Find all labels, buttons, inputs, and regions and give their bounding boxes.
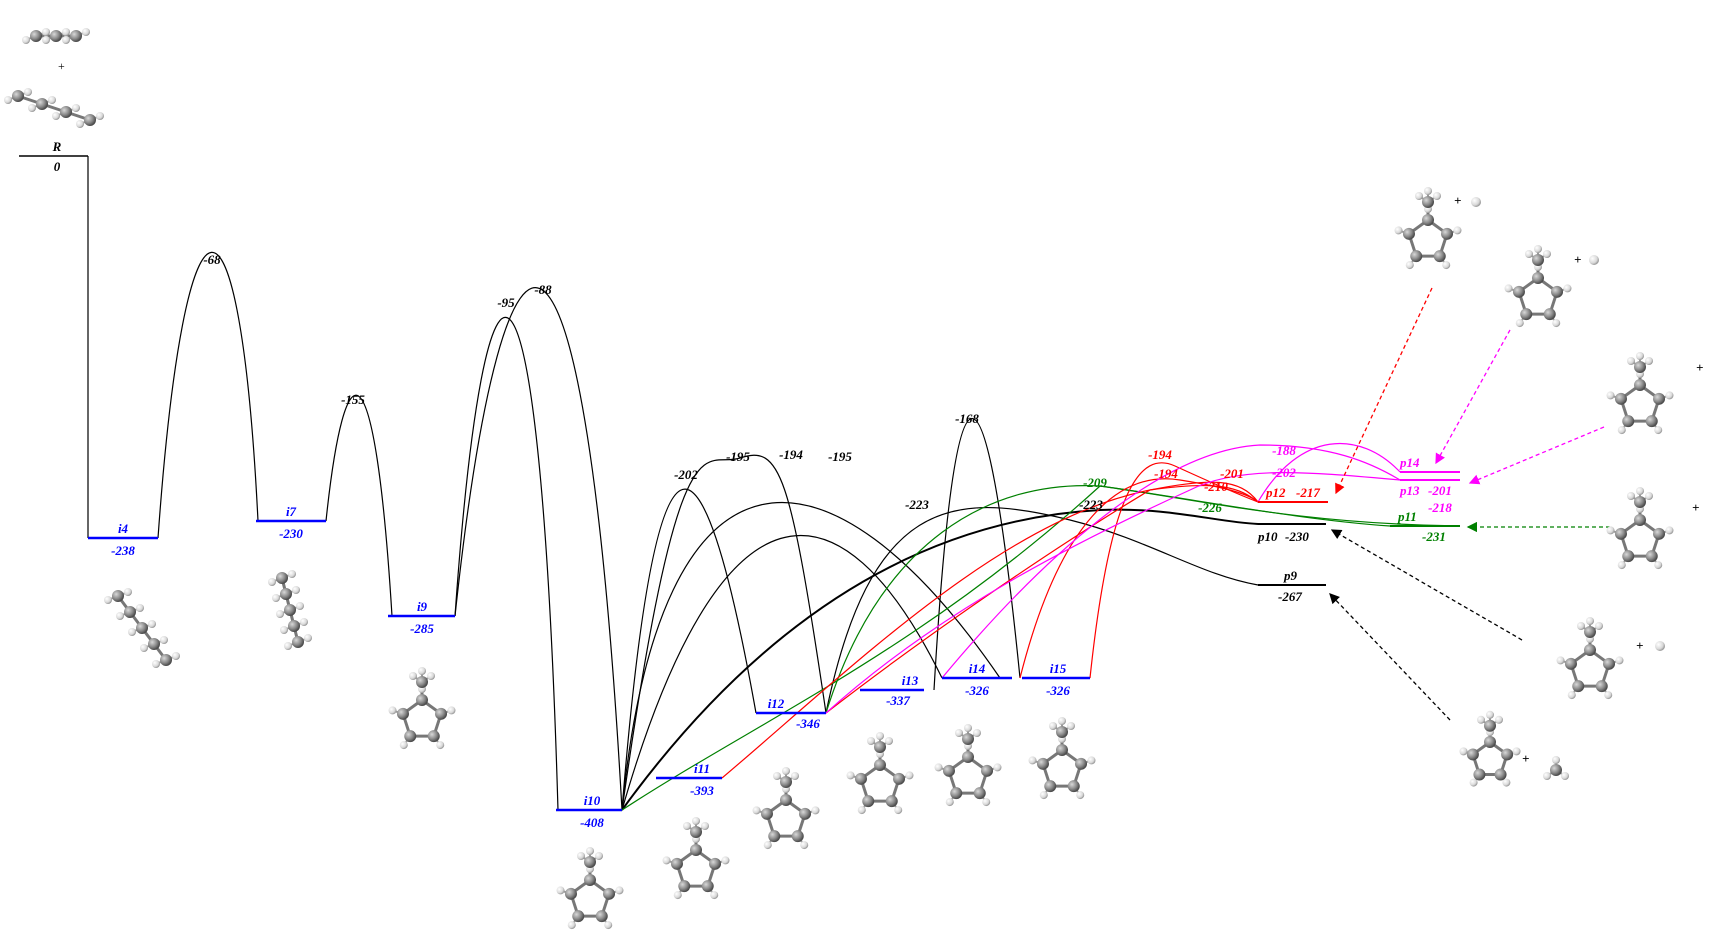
ts-label: -194 <box>779 447 803 462</box>
ts-label: -195 <box>828 449 852 464</box>
plus-sign: + <box>1522 751 1529 766</box>
reactant-level: R 0 <box>19 139 89 538</box>
molecule-i10 <box>556 847 624 930</box>
level-i15-energy: -326 <box>1046 683 1070 698</box>
magenta-pathways <box>825 443 1401 714</box>
level-p9-name: p9 <box>1283 568 1298 583</box>
level-p12-energy: -217 <box>1296 485 1320 500</box>
level-p9-energy: -267 <box>1278 589 1302 604</box>
level-p12-name: p12 <box>1265 485 1286 500</box>
level-i14-name: i14 <box>969 661 986 676</box>
ts-label: -209 <box>1083 475 1107 490</box>
ts-label: -194 <box>1154 466 1178 481</box>
product-levels <box>1258 471 1460 586</box>
arrow-p12 <box>1335 287 1433 495</box>
level-i14-energy: -326 <box>965 683 989 698</box>
intermediate-labels: i4 -238 i7 -230 i9 -285 i10 -408 i11 -39… <box>111 504 1070 830</box>
plus-sign: + <box>1454 193 1461 208</box>
ts-label: -218 <box>1428 500 1452 515</box>
level-i15-name: i15 <box>1050 661 1067 676</box>
molecule-i13 <box>846 732 914 815</box>
level-p10-energy: -230 <box>1285 529 1309 544</box>
plus-sign: + <box>1574 252 1581 267</box>
molecule-i12 <box>752 767 820 850</box>
transition-state-labels: -68 -155 -95 -88 -202 -195 -194 -195 -22… <box>203 252 1452 515</box>
arrow-p13 <box>1468 426 1605 485</box>
molecule-i11 <box>662 817 730 900</box>
black-pathways <box>157 251 1259 811</box>
molecule-p12 <box>1394 187 1462 270</box>
molecule-p9 <box>1459 710 1521 787</box>
ts-label: -188 <box>1272 443 1296 458</box>
reactant-molecule-propene <box>4 88 104 128</box>
molecule-i14 <box>934 724 1002 807</box>
level-p14-name: p14 <box>1399 455 1420 470</box>
molecule-methyl <box>1543 756 1569 780</box>
ts-label: -88 <box>534 282 552 297</box>
level-i13-name: i13 <box>902 673 919 688</box>
ts-label: -195 <box>726 449 750 464</box>
level-p11-name: p11 <box>1397 509 1417 524</box>
level-i9-name: i9 <box>417 599 428 614</box>
reactant-plus-sign: + <box>58 59 65 73</box>
product-arrows <box>1329 287 1610 721</box>
product-plus-signs: + + + + + + <box>1454 193 1703 766</box>
ts-label: -210 <box>1204 479 1228 494</box>
level-p13-name: p13 <box>1399 483 1420 498</box>
level-i11-name: i11 <box>694 761 710 776</box>
ts-label: -68 <box>203 252 221 267</box>
ts-label: -226 <box>1198 500 1222 515</box>
ts-label: -202 <box>674 467 698 482</box>
hydrogen-atom <box>1589 255 1599 265</box>
ts-label: -194 <box>1148 447 1172 462</box>
level-i10-energy: -408 <box>580 815 604 830</box>
molecule-p14 <box>1504 245 1572 328</box>
intermediate-levels <box>88 519 1090 812</box>
level-p10-name: p10 <box>1257 529 1278 544</box>
level-p13-energy: -201 <box>1428 483 1452 498</box>
level-i10-name: i10 <box>584 793 601 808</box>
arrow-p10 <box>1330 529 1523 641</box>
ts-label: -201 <box>1220 466 1244 481</box>
ts-label: -95 <box>497 295 515 310</box>
level-i9-energy: -285 <box>410 621 434 636</box>
level-i12-name: i12 <box>768 696 785 711</box>
molecule-i9 <box>388 667 456 750</box>
hydrogen-atom <box>1655 641 1665 651</box>
molecule-i15 <box>1028 717 1096 800</box>
reactant-molecule-propyne <box>22 28 90 44</box>
plus-sign: + <box>1692 500 1699 515</box>
reactant-energy: 0 <box>54 159 61 174</box>
ts-label: -223 <box>905 497 929 512</box>
hydrogen-atom <box>1471 197 1481 207</box>
plus-sign: + <box>1636 638 1643 653</box>
plus-sign: + <box>1696 360 1703 375</box>
level-i13-energy: -337 <box>886 693 910 708</box>
green-pathways <box>621 484 1461 811</box>
ts-label: -155 <box>341 392 365 407</box>
molecule-structures <box>4 28 1674 930</box>
arrow-p9 <box>1329 593 1451 721</box>
molecule-p13 <box>1606 352 1674 435</box>
level-i11-energy: -393 <box>690 783 714 798</box>
molecule-i4 <box>104 588 180 668</box>
ts-label: -223 <box>1079 497 1103 512</box>
red-pathways <box>721 462 1259 779</box>
molecule-i7 <box>268 570 312 650</box>
ts-label: -202 <box>1272 465 1296 480</box>
level-i4-name: i4 <box>118 521 129 536</box>
molecule-p11 <box>1606 487 1674 570</box>
level-i4-energy: -238 <box>111 543 135 558</box>
level-i7-name: i7 <box>286 504 297 519</box>
arrow-p14 <box>1435 329 1511 465</box>
level-p11-energy: -231 <box>1422 529 1446 544</box>
level-i12-energy: -346 <box>796 716 820 731</box>
molecule-p10 <box>1556 617 1624 700</box>
ts-label: -168 <box>955 411 979 426</box>
level-i7-energy: -230 <box>279 526 303 541</box>
reactant-label: R <box>52 139 62 154</box>
product-labels: p9 -267 p10 -230 p11 -231 p12 -217 p13 -… <box>1257 455 1452 604</box>
